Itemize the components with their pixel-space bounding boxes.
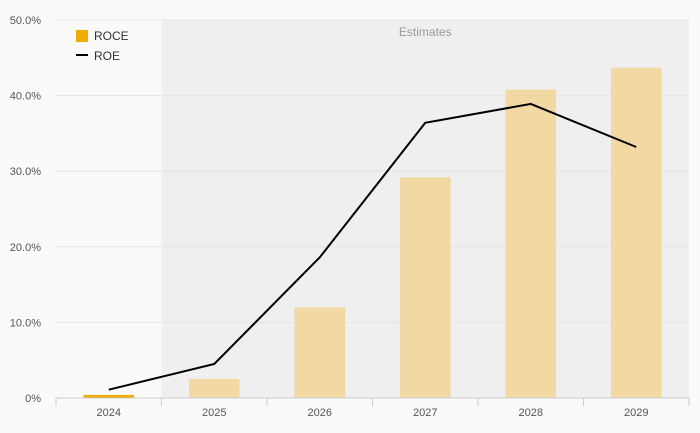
legend-roce-swatch [76, 30, 88, 42]
y-tick-label: 0% [25, 393, 41, 405]
estimates-label: Estimates [399, 25, 452, 39]
gridlines [56, 19, 689, 323]
x-tick-label: 2028 [519, 407, 543, 419]
x-tick-label: 2029 [624, 407, 648, 419]
roce-bar [83, 394, 135, 398]
x-tick-label: 2025 [202, 407, 226, 419]
roce-bar [399, 177, 451, 398]
legend-roe-label: ROE [94, 49, 120, 63]
x-tick-label: 2026 [308, 407, 332, 419]
roce-bar [505, 89, 557, 398]
y-axis-ticks: 0% 10.0% 20.0% 30.0% 40.0% 50.0% [10, 15, 41, 405]
legend: ROCE ROE [76, 29, 129, 63]
y-tick-label: 10.0% [10, 317, 41, 329]
roce-bar [294, 307, 346, 398]
y-tick-label: 20.0% [10, 242, 41, 254]
roe-line [108, 102, 637, 391]
x-tick-label: 2027 [413, 407, 437, 419]
roce-bars [83, 67, 662, 399]
y-tick-label: 40.0% [10, 91, 41, 103]
roce-bar [610, 67, 662, 399]
roce-bar [188, 379, 240, 398]
y-tick-label: 30.0% [10, 166, 41, 178]
x-axis: 2024 2025 2026 2027 2028 2029 [55, 397, 690, 419]
legend-roce-label: ROCE [94, 29, 129, 43]
y-tick-label: 50.0% [10, 15, 41, 27]
x-tick-label: 2024 [97, 407, 121, 419]
